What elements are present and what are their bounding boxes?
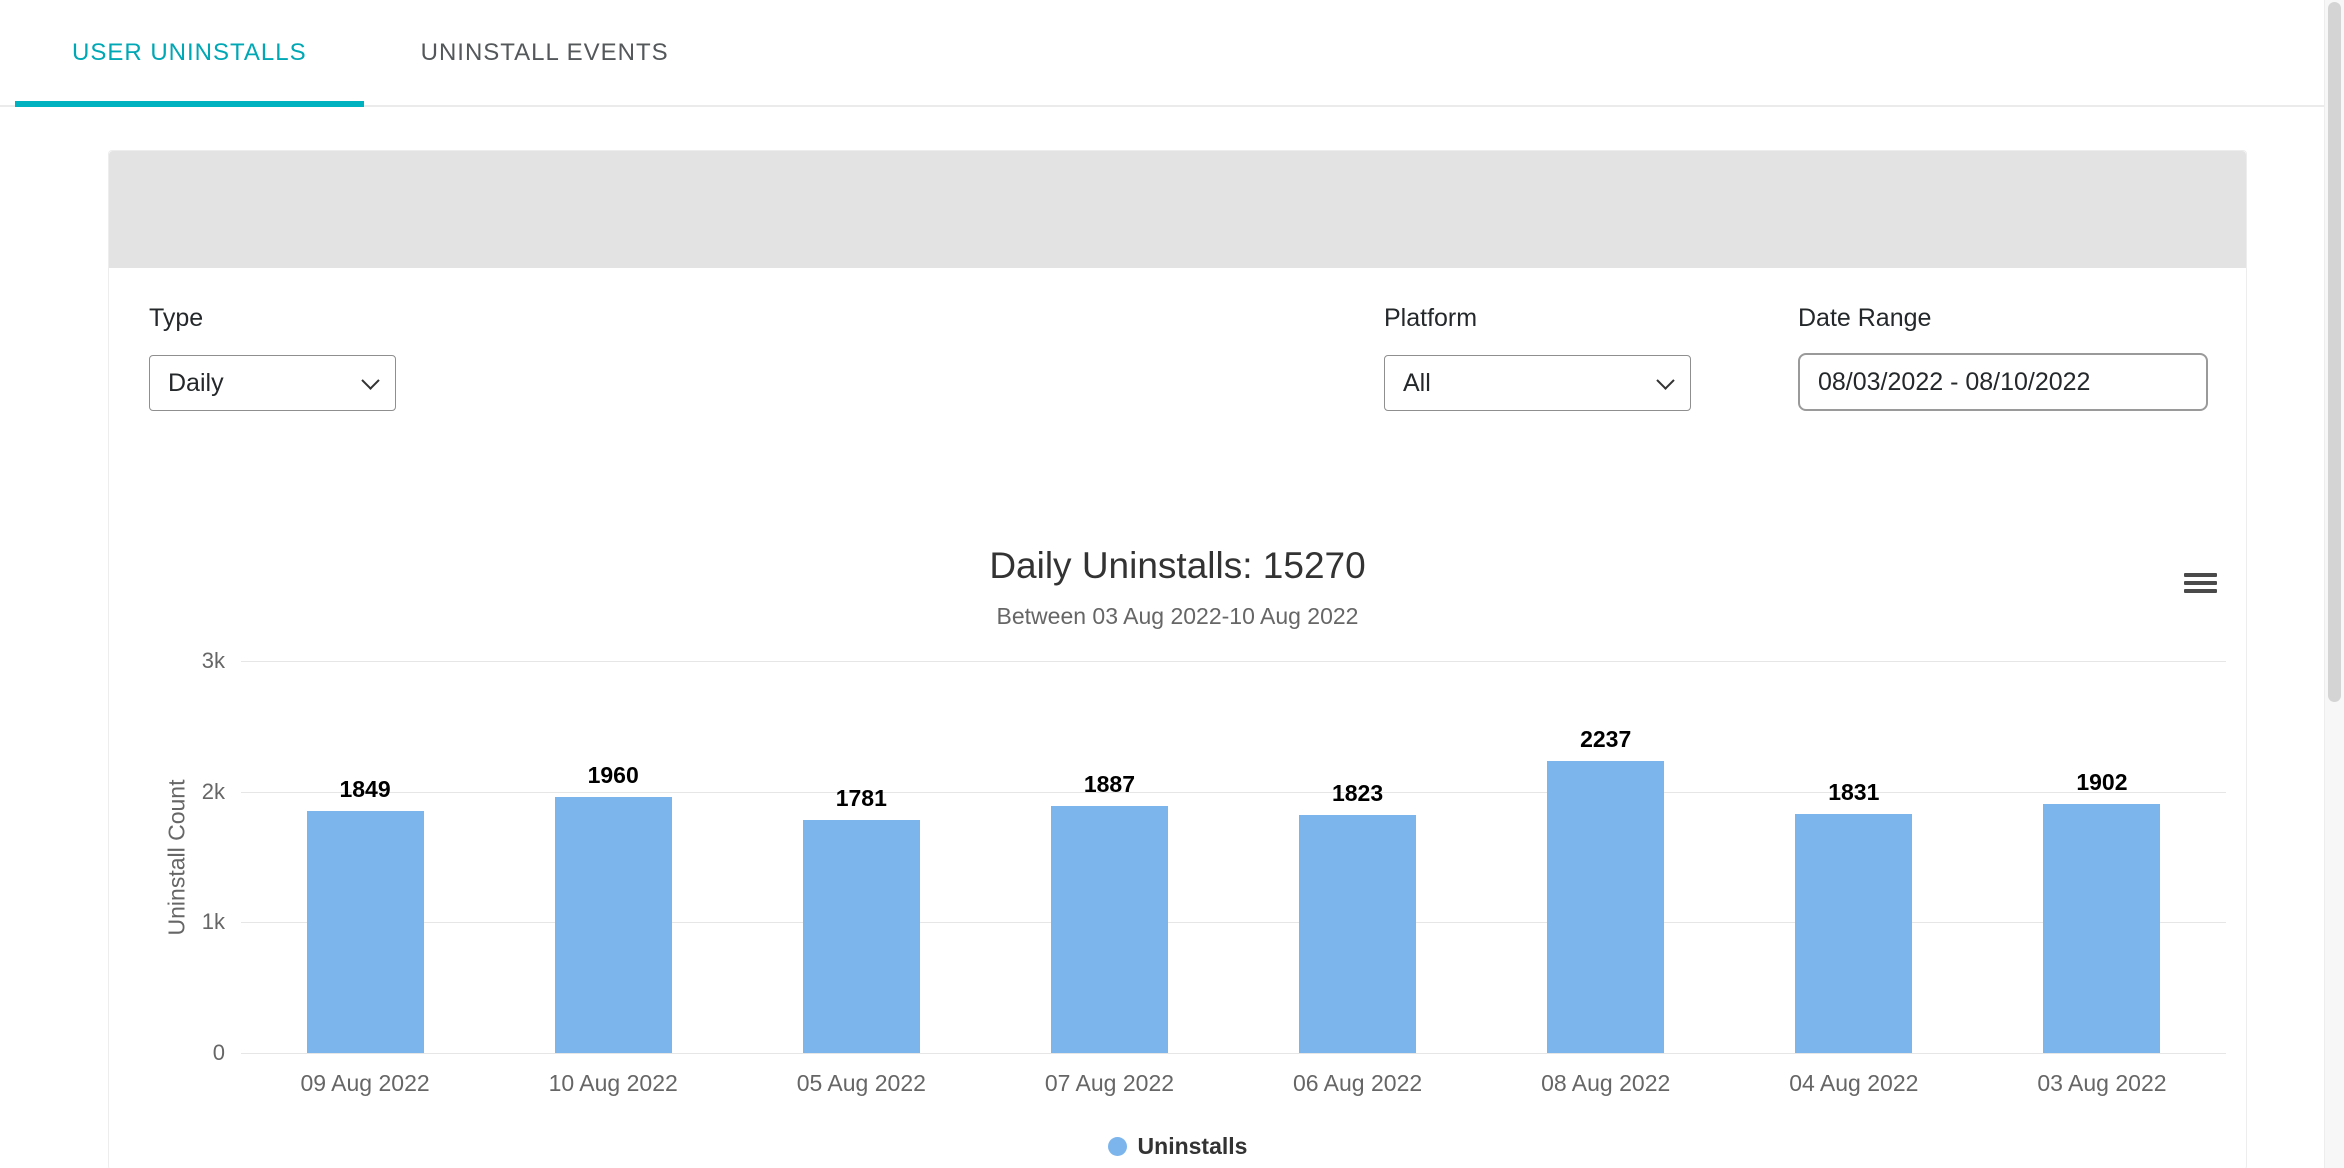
bar-value-label: 1887 — [1083, 771, 1136, 798]
chevron-down-icon — [361, 370, 380, 390]
chart-title: Daily Uninstalls: 15270 — [989, 545, 1366, 586]
card-header — [109, 151, 2246, 268]
y-axis-tick-label: 2k — [201, 778, 225, 804]
uninstalls-chart: Daily Uninstalls: 15270 Between 03 Aug 2… — [109, 511, 2246, 1168]
type-select[interactable]: Daily — [149, 355, 396, 411]
x-axis-category-label: 05 Aug 2022 — [796, 1070, 926, 1096]
legend-label: Uninstalls — [1137, 1133, 1248, 1159]
tab-uninstall-events[interactable]: UNINSTALL EVENTS — [420, 38, 669, 66]
y-axis-title: Uninstall Count — [163, 779, 190, 936]
x-axis-category-label: 10 Aug 2022 — [548, 1070, 678, 1096]
gridline — [241, 922, 2226, 924]
bar-value-label: 1902 — [2076, 769, 2128, 796]
x-axis-category-label: 07 Aug 2022 — [1044, 1070, 1175, 1096]
date-range-input[interactable]: 08/03/2022 - 08/10/2022 — [1798, 353, 2208, 411]
x-axis-category-label: 08 Aug 2022 — [1541, 1070, 1671, 1096]
chevron-down-icon — [1656, 370, 1675, 390]
report-card: Type Daily Platform All Date Range 08/03… — [108, 150, 2247, 1168]
platform-select-value: All — [1403, 368, 1431, 397]
bar-04-aug-2022[interactable] — [1795, 813, 1913, 1053]
x-axis-category-label: 06 Aug 2022 — [1292, 1070, 1423, 1096]
gridline — [241, 791, 2226, 793]
tab-user-uninstalls[interactable]: USER UNINSTALLS — [15, 0, 364, 107]
bar-06-aug-2022[interactable] — [1299, 814, 1417, 1053]
chart-subtitle: Between 03 Aug 2022-10 Aug 2022 — [996, 603, 1359, 629]
date-range-label: Date Range — [1798, 304, 1932, 332]
bar-03-aug-2022[interactable] — [2043, 804, 2161, 1053]
bar-08-aug-2022[interactable] — [1547, 760, 1665, 1053]
x-axis-category-label: 04 Aug 2022 — [1789, 1070, 1919, 1096]
bar-10-aug-2022[interactable] — [554, 796, 672, 1053]
bar-value-label: 1823 — [1331, 779, 1384, 806]
y-axis-tick-label: 1k — [201, 909, 225, 935]
y-axis-tick-label: 0 — [212, 1040, 225, 1065]
bar-09-aug-2022[interactable] — [306, 811, 424, 1053]
platform-label: Platform — [1384, 304, 1478, 332]
vertical-scrollbar[interactable] — [2324, 0, 2344, 1168]
type-select-value: Daily — [168, 368, 224, 397]
gridline — [241, 1053, 2226, 1054]
x-axis-category-label: 03 Aug 2022 — [2037, 1070, 2167, 1096]
bar-05-aug-2022[interactable] — [802, 820, 920, 1053]
y-axis-tick-label: 3k — [201, 648, 225, 673]
bar-07-aug-2022[interactable] — [1050, 806, 1168, 1053]
type-label: Type — [149, 304, 204, 332]
bar-value-label: 1960 — [587, 761, 639, 788]
legend-item-uninstalls[interactable]: Uninstalls — [109, 1133, 2246, 1160]
hamburger-menu-icon[interactable] — [2184, 565, 2220, 601]
gridline — [241, 661, 2226, 662]
bar-value-label: 1831 — [1828, 778, 1880, 805]
tab-bar: USER UNINSTALLS UNINSTALL EVENTS — [0, 0, 2324, 107]
date-range-filter: Date Range 08/03/2022 - 08/10/2022 — [1798, 304, 2208, 411]
plot-area: 0 1k 2k 3k 1849 09 Aug 2022 1960 10 Aug 2022 178… — [202, 648, 2226, 1096]
bar-value-label: 2237 — [1580, 725, 1632, 752]
type-filter: Type Daily — [149, 304, 396, 411]
platform-filter: Platform All — [1384, 304, 1691, 411]
bar-value-label: 1849 — [339, 776, 391, 803]
legend-marker-icon — [1107, 1137, 1127, 1156]
scrollbar-thumb[interactable] — [2328, 2, 2341, 702]
bar-value-label: 1781 — [835, 785, 887, 812]
x-axis-category-label: 09 Aug 2022 — [300, 1070, 430, 1096]
platform-select[interactable]: All — [1384, 355, 1691, 411]
